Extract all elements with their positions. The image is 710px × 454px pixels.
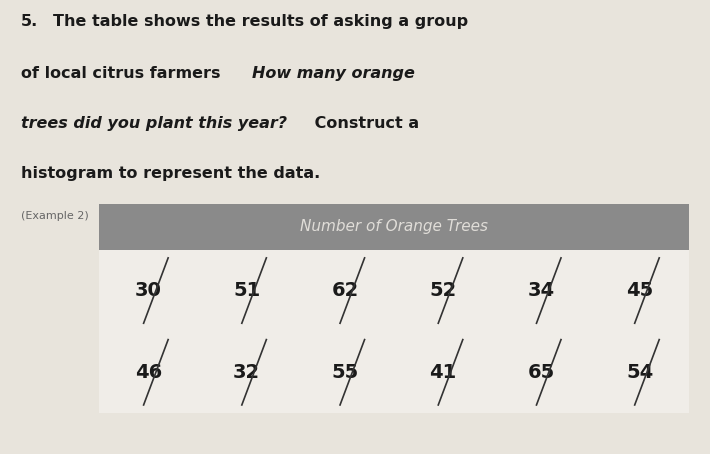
Text: Number of Orange Trees: Number of Orange Trees xyxy=(300,219,488,235)
Text: trees did you plant this year?: trees did you plant this year? xyxy=(21,116,288,131)
Text: 34: 34 xyxy=(528,281,555,300)
Text: 30: 30 xyxy=(135,281,162,300)
Text: Construct a: Construct a xyxy=(309,116,419,131)
Text: 46: 46 xyxy=(135,363,162,382)
Text: 5.: 5. xyxy=(21,14,38,29)
Text: 51: 51 xyxy=(233,281,261,300)
Text: 54: 54 xyxy=(626,363,653,382)
Text: 45: 45 xyxy=(626,281,653,300)
Text: How many orange: How many orange xyxy=(252,66,415,81)
Text: 52: 52 xyxy=(430,281,457,300)
Text: 41: 41 xyxy=(430,363,457,382)
Text: histogram to represent the data.: histogram to represent the data. xyxy=(21,166,320,181)
Text: 55: 55 xyxy=(332,363,359,382)
Text: 32: 32 xyxy=(233,363,261,382)
Text: 62: 62 xyxy=(332,281,359,300)
Text: (Example 2): (Example 2) xyxy=(21,211,89,221)
Text: 65: 65 xyxy=(528,363,555,382)
Text: of local citrus farmers: of local citrus farmers xyxy=(21,66,226,81)
Text: The table shows the results of asking a group: The table shows the results of asking a … xyxy=(53,14,469,29)
